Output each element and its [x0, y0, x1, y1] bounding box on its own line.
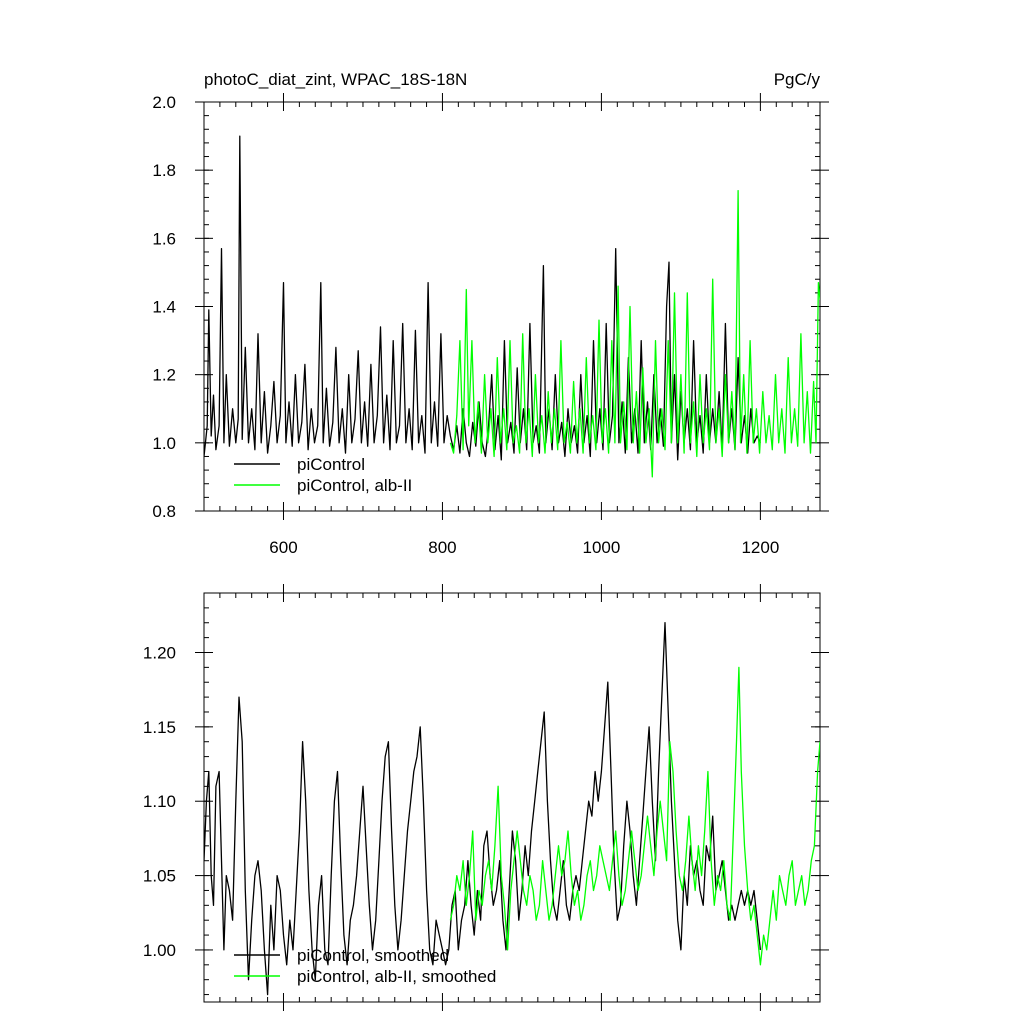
bottom-axes: 1.00 1.05 1.10 1.15 1.20 [143, 584, 829, 1011]
y-tick-label: 1.10 [143, 792, 176, 811]
bottom-panel: 1.00 1.05 1.10 1.15 1.20 piControl, smoothed… [143, 584, 829, 1011]
x-tick-label: 600 [269, 538, 297, 557]
top-panel: photoC_diat_zint, WPAC_18S-18N PgC/y 600… [152, 70, 829, 557]
y-tick-label: 1.05 [143, 867, 176, 886]
y-tick-label: 1.20 [143, 643, 176, 662]
x-tick-label: 1200 [741, 538, 779, 557]
top-plot-area [204, 135, 820, 478]
bottom-legend: piControl, smoothed piControl, alb-II, sm… [234, 946, 496, 986]
x-tick-label: 1000 [583, 538, 621, 557]
legend-label-0: piControl [297, 455, 365, 474]
units-label: PgC/y [774, 70, 821, 89]
top-axes: 600 800 1000 1200 0.8 1.0 1.2 1.4 1.6 1.8 2.0 [152, 93, 829, 557]
y-tick-label: 0.8 [152, 502, 176, 521]
series-line-0 [204, 622, 762, 996]
series-line-1 [449, 666, 820, 966]
y-tick-label: 1.4 [152, 298, 176, 317]
y-tick-label: 1.15 [143, 718, 176, 737]
y-tick-label: 1.00 [143, 941, 176, 960]
plot-frame [203, 101, 821, 512]
x-tick-label: 800 [428, 538, 456, 557]
series-line-1 [449, 189, 820, 478]
top-legend: piControl piControl, alb-II [234, 455, 412, 495]
series-line-0 [204, 135, 761, 461]
plot-frame [203, 592, 821, 1003]
y-tick-label: 1.6 [152, 229, 176, 248]
legend-label-0: piControl, smoothed [297, 946, 449, 965]
y-tick-label: 1.8 [152, 161, 176, 180]
chart-title: photoC_diat_zint, WPAC_18S-18N [204, 70, 467, 89]
y-tick-label: 2.0 [152, 93, 176, 112]
bottom-plot-area [204, 622, 820, 996]
y-tick-label: 1.2 [152, 366, 176, 385]
legend-label-1: piControl, alb-II, smoothed [297, 967, 496, 986]
y-tick-label: 1.0 [152, 434, 176, 453]
legend-label-1: piControl, alb-II [297, 476, 412, 495]
